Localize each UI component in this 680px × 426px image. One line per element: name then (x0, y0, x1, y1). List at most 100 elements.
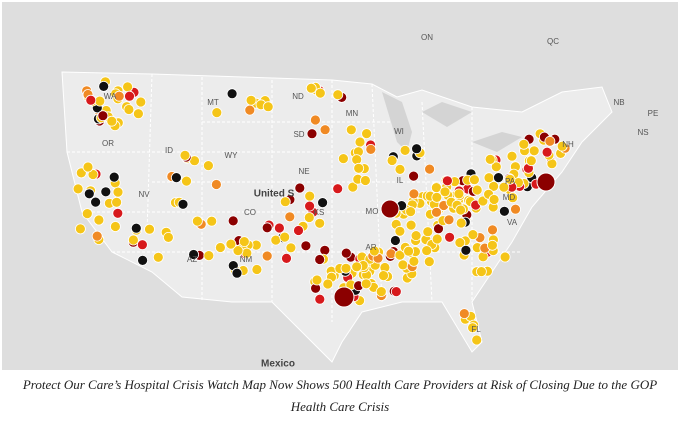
provider-dot (385, 248, 397, 260)
provider-dot (112, 207, 124, 219)
state-label: NE (298, 167, 309, 176)
provider-dot (202, 160, 214, 172)
provider-dot (499, 251, 511, 263)
state-label: NM (240, 255, 253, 264)
provider-dot (333, 286, 355, 308)
state-label: NB (613, 98, 624, 107)
provider-dot (365, 143, 377, 155)
provider-dot (162, 231, 174, 243)
provider-dot (332, 89, 344, 101)
provider-dot (309, 114, 321, 126)
state-label: OR (102, 139, 114, 148)
state-label: AZ (187, 255, 197, 264)
provider-dot (294, 182, 306, 194)
provider-dot (238, 236, 250, 248)
provider-dot (490, 161, 502, 173)
great-lakes (382, 92, 522, 152)
provider-dot (403, 245, 415, 257)
provider-dot (93, 214, 105, 226)
provider-dot (439, 186, 451, 198)
provider-dot (273, 222, 285, 234)
provider-dot (486, 239, 498, 251)
provider-dot (231, 267, 243, 279)
provider-dot (488, 194, 500, 205)
provider-dot (536, 172, 556, 192)
provider-dot (227, 215, 239, 227)
provider-dot (347, 181, 359, 193)
provider-dot (211, 107, 223, 118)
provider-dot (314, 217, 326, 229)
provider-dot (444, 231, 456, 243)
provider-dot (375, 286, 387, 298)
provider-dot (179, 149, 191, 161)
provider-dot (541, 146, 553, 158)
provider-dot (528, 145, 540, 157)
provider-dot (85, 94, 97, 106)
state-label: FL (471, 325, 481, 334)
provider-dot (132, 108, 144, 120)
state-label: AR (365, 243, 376, 252)
provider-dot (487, 224, 498, 236)
provider-dot (210, 179, 222, 190)
provider-dot (83, 188, 95, 200)
provider-dot (378, 270, 389, 282)
provider-dot (345, 124, 357, 136)
provider-dot (98, 81, 110, 92)
state-label: MT (207, 98, 219, 107)
provider-dot (303, 212, 315, 223)
provider-dot (410, 230, 422, 242)
dots (72, 76, 571, 346)
provider-dot (337, 153, 349, 165)
provider-dot (91, 230, 103, 242)
provider-dot (100, 186, 112, 198)
provider-dot (386, 155, 398, 166)
provider-dot (423, 256, 435, 268)
provider-dot (433, 223, 444, 235)
provider-dot (518, 138, 530, 150)
provider-dot (177, 198, 189, 210)
provider-dot (112, 186, 124, 198)
provider-dot (244, 104, 256, 116)
state-label: CO (244, 208, 256, 217)
state-label: MN (346, 109, 359, 118)
provider-dot (319, 244, 331, 256)
state-label: WY (225, 151, 239, 160)
provider-dot (544, 135, 556, 147)
provider-dot (467, 229, 479, 241)
provider-dot (214, 242, 226, 253)
provider-dot (191, 215, 203, 227)
provider-dot (317, 197, 329, 209)
provider-dot (314, 254, 326, 265)
country-label: Mexico (261, 359, 295, 370)
provider-dot (279, 196, 291, 208)
provider-dot (322, 278, 334, 290)
state-label: MD (503, 193, 516, 202)
provider-dot (441, 175, 453, 187)
provider-dot (399, 144, 411, 156)
provider-dot (405, 206, 417, 218)
state-label: NH (562, 140, 574, 149)
provider-dot (314, 293, 326, 305)
state-label: VA (507, 218, 518, 227)
provider-dot (90, 196, 101, 208)
provider-dot (368, 245, 380, 257)
provider-dot (81, 208, 93, 220)
provider-dot (232, 245, 244, 257)
us-land (61, 71, 613, 363)
provider-dot (110, 221, 121, 232)
provider-dot (421, 245, 433, 257)
country-label: United S (254, 189, 295, 200)
provider-dot (170, 172, 182, 184)
provider-dot (152, 251, 164, 263)
provider-dot (389, 235, 401, 246)
state-label: QC (547, 37, 559, 46)
provider-dot (82, 161, 94, 173)
state-label: PA (505, 177, 516, 186)
provider-dot (285, 242, 297, 254)
provider-dot (122, 81, 133, 93)
provider-dot (498, 181, 510, 193)
provider-dot (304, 190, 316, 202)
provider-dot (431, 191, 443, 203)
provider-dot (493, 172, 504, 184)
provider-dot (394, 225, 406, 237)
